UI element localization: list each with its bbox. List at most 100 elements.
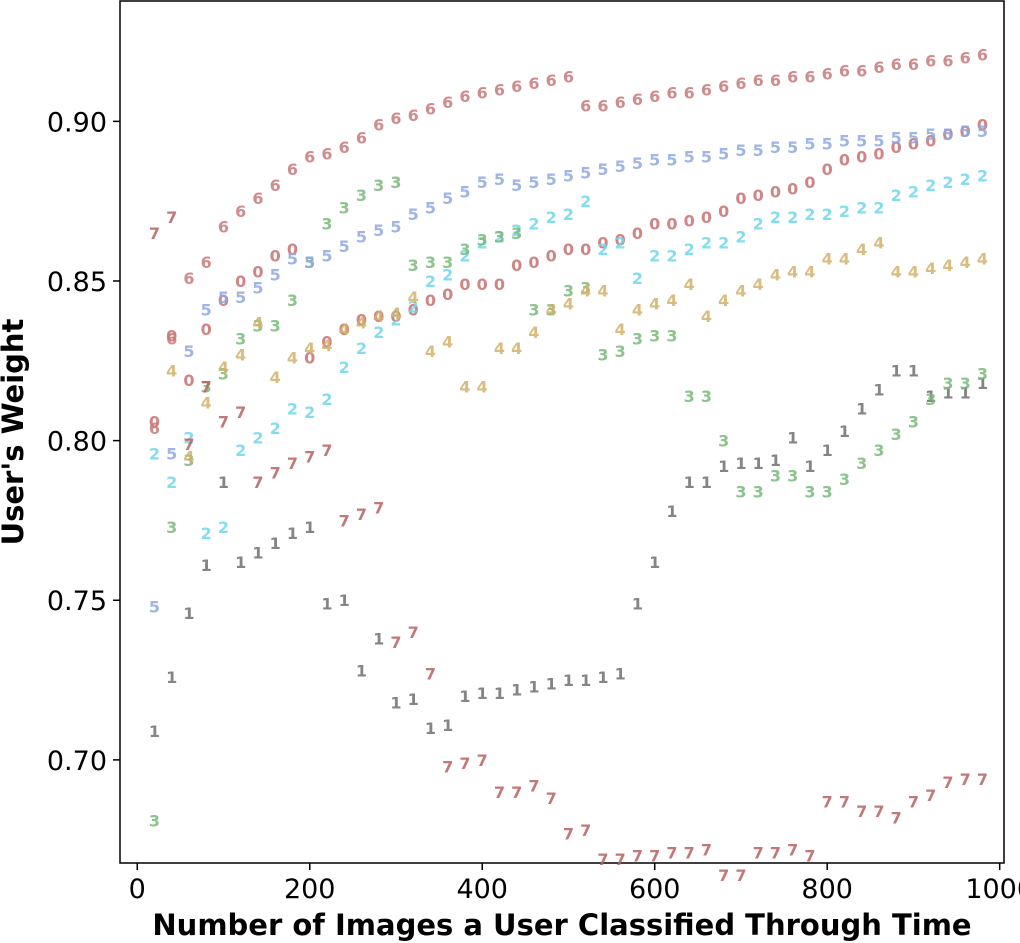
point-series-3: 3 (735, 483, 746, 502)
point-series-0: 0 (735, 189, 746, 208)
point-series-2: 2 (528, 215, 539, 234)
point-series-6: 6 (166, 329, 177, 348)
point-series-1: 1 (666, 502, 677, 521)
point-series-0: 0 (960, 122, 971, 141)
point-series-6: 6 (339, 138, 350, 157)
point-series-4: 4 (183, 448, 194, 467)
point-series-6: 6 (718, 77, 729, 96)
point-series-5: 5 (908, 128, 919, 147)
point-series-7: 7 (270, 464, 281, 483)
point-series-1: 1 (735, 454, 746, 473)
point-series-3: 3 (597, 345, 608, 364)
point-series-6: 6 (528, 74, 539, 93)
point-series-0: 0 (511, 256, 522, 275)
point-series-0: 0 (390, 307, 401, 326)
point-series-0: 0 (977, 116, 988, 135)
point-series-1: 1 (459, 687, 470, 706)
point-series-1: 1 (425, 719, 436, 738)
point-series-6: 6 (684, 84, 695, 103)
point-series-1: 1 (822, 441, 833, 460)
point-series-3: 3 (701, 387, 712, 406)
point-series-2: 2 (166, 473, 177, 492)
point-series-6: 6 (563, 68, 574, 87)
point-series-5: 5 (735, 141, 746, 160)
point-series-6: 6 (201, 253, 212, 272)
point-series-6: 6 (632, 90, 643, 109)
x-tick-label: 200 (284, 874, 336, 905)
point-series-0: 0 (822, 160, 833, 179)
point-series-1: 1 (477, 684, 488, 703)
point-series-5: 5 (528, 173, 539, 192)
y-axis: 0.70 0.75 0.80 0.85 0.90 (47, 107, 120, 777)
x-tick-label: 400 (456, 874, 508, 905)
point-series-6: 6 (511, 77, 522, 96)
point-series-3: 3 (408, 256, 419, 275)
point-series-2: 2 (356, 339, 367, 358)
point-series-4: 4 (166, 361, 177, 380)
point-series-3: 3 (856, 454, 867, 473)
point-series-4: 4 (977, 250, 988, 269)
point-series-7: 7 (546, 789, 557, 808)
point-series-2: 2 (735, 227, 746, 246)
y-tick-label: 0.80 (47, 427, 107, 458)
point-series-5: 5 (977, 122, 988, 141)
point-series-0: 0 (701, 208, 712, 227)
point-series-6: 6 (770, 71, 781, 90)
point-series-4: 4 (511, 339, 522, 358)
point-series-2: 2 (597, 240, 608, 259)
point-series-0: 0 (666, 215, 677, 234)
point-series-0: 0 (597, 234, 608, 253)
point-series-3: 3 (666, 326, 677, 345)
point-series-1: 1 (494, 684, 505, 703)
point-series-4: 4 (891, 262, 902, 281)
point-series-1: 1 (632, 594, 643, 613)
point-series-0: 0 (563, 240, 574, 259)
point-series-3: 3 (563, 282, 574, 301)
point-series-6: 6 (787, 68, 798, 87)
point-series-1: 1 (908, 361, 919, 380)
point-series-3: 3 (873, 441, 884, 460)
point-series-4: 4 (666, 291, 677, 310)
point-series-4: 4 (856, 240, 867, 259)
point-series-7: 7 (494, 783, 505, 802)
point-series-5: 5 (218, 288, 229, 307)
point-series-1: 1 (528, 677, 539, 696)
point-series-2: 2 (804, 205, 815, 224)
point-series-5: 5 (701, 147, 712, 166)
point-series-3: 3 (753, 483, 764, 502)
point-series-4: 4 (235, 345, 246, 364)
point-series-5: 5 (149, 598, 160, 617)
point-series-2: 2 (287, 400, 298, 419)
point-series-5: 5 (787, 138, 798, 157)
point-series-4: 4 (270, 368, 281, 387)
point-series-6: 6 (218, 218, 229, 237)
point-series-2: 2 (649, 246, 660, 265)
point-series-2: 2 (839, 202, 850, 221)
point-series-5: 5 (804, 135, 815, 154)
point-series-4: 4 (753, 275, 764, 294)
point-series-7: 7 (287, 454, 298, 473)
point-series-7: 7 (684, 843, 695, 862)
point-series-1: 1 (321, 594, 332, 613)
point-series-6: 6 (856, 61, 867, 80)
point-series-2: 2 (373, 323, 384, 342)
point-series-0: 0 (649, 215, 660, 234)
point-series-6: 6 (839, 61, 850, 80)
point-series-4: 4 (908, 262, 919, 281)
point-series-3: 3 (339, 199, 350, 218)
point-series-0: 0 (494, 275, 505, 294)
point-series-5: 5 (770, 138, 781, 157)
point-series-4: 4 (528, 323, 539, 342)
point-series-0: 0 (183, 371, 194, 390)
point-series-7: 7 (942, 773, 953, 792)
point-series-3: 3 (615, 342, 626, 361)
point-series-1: 1 (804, 457, 815, 476)
point-series-0: 0 (235, 272, 246, 291)
point-series-7: 7 (183, 435, 194, 454)
point-series-4: 4 (425, 342, 436, 361)
point-series-4: 4 (684, 275, 695, 294)
point-series-7: 7 (735, 866, 746, 885)
point-series-1: 1 (442, 716, 453, 735)
